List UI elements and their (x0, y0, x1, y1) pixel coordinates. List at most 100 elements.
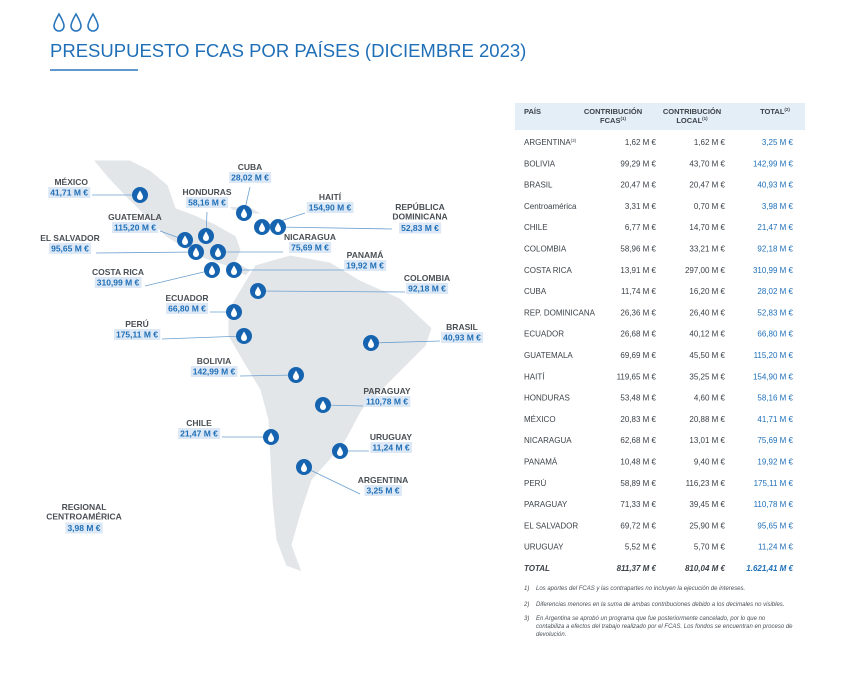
amount: 175,11 M € (116, 330, 158, 340)
country-name: BRASIL (446, 322, 478, 332)
country-cell: PERÚ (524, 479, 546, 488)
country-cell: COLOMBIA (524, 245, 567, 254)
country-cell: ECUADOR (524, 330, 564, 339)
footnote-marker: 3) (524, 616, 529, 622)
country-text: HONDURAS (524, 394, 570, 403)
amount: 40,93 M € (443, 333, 481, 343)
footnotes: 1) Los aportes del FCAS y las contraparte… (523, 586, 793, 638)
country-text: URUGUAY (524, 543, 564, 552)
amount: 28,02 M € (231, 173, 269, 183)
marker-drop (275, 222, 281, 232)
marker-drop (137, 190, 143, 200)
total-cell: 115,20 M € (754, 351, 794, 360)
fcas-cell: 13,91 M € (620, 266, 656, 275)
footnote-text: Los aportes del FCAS y las contrapartes … (536, 586, 745, 592)
footnote-marker: 1) (524, 586, 529, 592)
local-cell: 45,50 M € (689, 351, 725, 360)
country-cell: MÉXICO (524, 415, 556, 424)
amount: 110,78 M € (366, 397, 408, 407)
marker-drop (293, 370, 299, 380)
column-header: FCAS(1) (600, 116, 626, 125)
amount: 154,90 M € (309, 203, 352, 213)
fcas-cell: 69,69 M € (620, 351, 656, 360)
country-text: CHILE (524, 223, 548, 232)
column-header-text: PAÍS (524, 107, 541, 116)
marker-drop (193, 247, 199, 257)
country-name: REPÚBLICA (395, 201, 445, 212)
column-header-note: (2) (784, 107, 790, 112)
country-text: ECUADOR (524, 330, 564, 339)
local-cell: 0,70 M € (694, 202, 726, 211)
column-header-note: (1) (702, 116, 708, 121)
marker-drop (259, 222, 265, 232)
total-cell: 110,78 M € (754, 500, 794, 509)
amount: 3,98 M € (67, 523, 100, 533)
marker-drop (231, 265, 237, 275)
fcas-cell: 119,65 M € (617, 372, 657, 381)
country-name: HONDURAS (182, 187, 231, 197)
amount: 52,83 M € (401, 223, 439, 233)
total-cell: 28,02 M € (757, 287, 793, 296)
country-name: CENTROAMÉRICA (46, 512, 122, 522)
country-text: NICARAGUA (524, 436, 572, 445)
country-cell: REP. DOMINICANA (524, 308, 596, 317)
column-header-text: CONTRIBUCIÓN (663, 107, 721, 116)
total-cell: 75,69 M € (757, 436, 793, 445)
fcas-cell: 53,48 M € (620, 394, 656, 403)
footnote-marker: 2) (523, 602, 529, 608)
country-text: Centroamérica (524, 202, 577, 211)
total-cell: 95,65 M € (757, 521, 793, 530)
country-name: ARGENTINA (358, 475, 409, 485)
total-cell: 3,98 M € (762, 202, 794, 211)
country-name: BOLIVIA (197, 356, 231, 366)
page-title: PRESUPUESTO FCAS POR PAÍSES (DICIEMBRE 2… (50, 40, 526, 61)
footnote-text: devolución. (536, 632, 566, 638)
amount-box (186, 197, 229, 208)
local-cell: 9,40 M € (694, 458, 726, 467)
column-header-text: FCAS (600, 116, 620, 125)
fcas-cell: 58,89 M € (620, 479, 656, 488)
leader-line (277, 226, 393, 230)
country-cell: CUBA (524, 287, 547, 296)
country-name: DOMINICANA (392, 212, 447, 222)
country-text: CUBA (524, 287, 547, 296)
amount: 21,47 M € (180, 429, 218, 439)
amount-box (65, 522, 103, 534)
country-text: COSTA RICA (524, 266, 573, 275)
local-cell: 810,04 M € (685, 564, 726, 573)
fcas-cell: 1,62 M € (625, 138, 657, 147)
amount: 75,69 M € (291, 243, 329, 253)
amount-box (113, 329, 161, 340)
amount-box (111, 222, 159, 233)
country-name: HAITÍ (319, 192, 342, 202)
country-cell: HAITÍ (524, 372, 545, 381)
country-name: EL SALVADOR (40, 233, 100, 243)
marker-drop (203, 231, 209, 241)
marker-drop (368, 338, 374, 348)
country-cell: BOLIVIA (524, 159, 556, 168)
country-name: ECUADOR (166, 293, 209, 303)
country-cell: TOTAL (524, 564, 550, 573)
amount-box (289, 242, 332, 253)
local-cell: 40,12 M € (689, 330, 725, 339)
total-cell: 52,83 M € (757, 308, 793, 317)
fcas-cell: 26,36 M € (620, 308, 656, 317)
country-cell: EL SALVADOR (524, 521, 578, 530)
amount-box (94, 277, 142, 288)
marker-drop (241, 331, 247, 341)
local-cell: 20,88 M € (689, 415, 725, 424)
fcas-cell: 62,68 M € (620, 436, 656, 445)
local-cell: 16,20 M € (689, 287, 725, 296)
local-cell: 26,40 M € (689, 308, 725, 317)
column-header: CONTRIBUCIÓN (663, 107, 721, 116)
country-text: BRASIL (524, 181, 553, 190)
total-cell: 66,80 M € (757, 330, 793, 339)
country-cell: NICARAGUA (524, 436, 572, 445)
fcas-cell: 811,37 M € (617, 564, 657, 573)
amount: 95,65 M € (51, 244, 89, 254)
local-cell: 4,60 M € (694, 394, 726, 403)
local-cell: 13,01 M € (689, 436, 725, 445)
fcas-cell: 20,47 M € (620, 181, 656, 190)
marker-drop (337, 446, 343, 456)
total-cell: 1.621,41 M € (746, 564, 793, 573)
